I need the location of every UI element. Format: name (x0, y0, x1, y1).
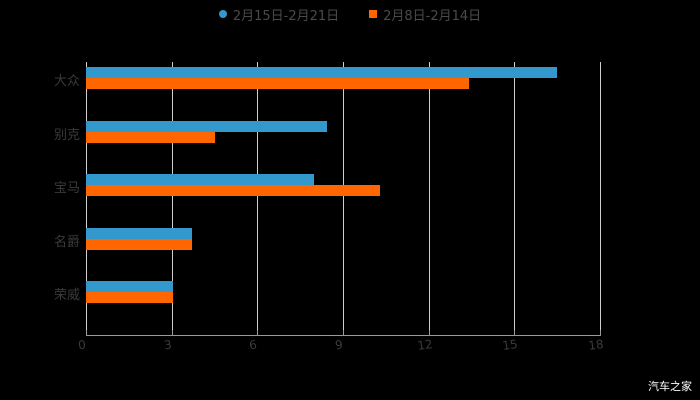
x-tick-label: 15 (501, 337, 519, 353)
x-tick-mark (86, 330, 87, 336)
bar-2[interactable] (86, 292, 174, 304)
x-tick-label: 6 (248, 337, 258, 353)
bar-2[interactable] (86, 185, 381, 197)
category-label: 宝马 (53, 181, 80, 197)
bar-2[interactable] (86, 78, 469, 89)
category-label: 荣威 (53, 288, 80, 304)
plot-area (86, 62, 601, 330)
x-tick-mark (600, 330, 601, 336)
x-tick-mark (172, 330, 173, 336)
category-label: 别克 (53, 127, 80, 143)
bar-1[interactable] (86, 67, 558, 78)
x-tick-label: 9 (334, 337, 344, 353)
chart-legend: 2月15日-2月21日 2月8日-2月14日 (0, 4, 700, 24)
bar-1[interactable] (86, 120, 328, 132)
x-tick-mark (429, 330, 430, 336)
bar-1[interactable] (86, 281, 174, 293)
bar-2[interactable] (86, 238, 192, 250)
x-tick-label: 3 (163, 337, 173, 353)
category-label: 大众 (53, 74, 80, 89)
x-tick-label: 12 (416, 337, 434, 353)
bar-2[interactable] (86, 131, 215, 143)
gridline (600, 62, 601, 330)
x-tick-mark (514, 330, 515, 336)
bar-1[interactable] (86, 174, 315, 186)
watermark: 汽车之家 (648, 380, 692, 393)
legend-label-series2: 2月8日-2月14日 (383, 8, 482, 24)
x-tick-label: 0 (77, 337, 87, 353)
category-label: 名爵 (53, 234, 80, 250)
legend-label-series1: 2月15日-2月21日 (232, 8, 340, 24)
x-tick-label: 18 (587, 337, 605, 353)
series1-marker-icon (218, 10, 227, 18)
x-tick-mark (257, 330, 258, 336)
series2-marker-icon (369, 10, 378, 18)
bar-1[interactable] (86, 227, 192, 239)
gridline (514, 62, 515, 330)
legend-item-series2[interactable]: 2月8日-2月14日 (369, 5, 481, 24)
gridline (429, 62, 430, 330)
x-tick-mark (343, 330, 344, 336)
legend-item-series1[interactable]: 2月15日-2月21日 (218, 5, 340, 24)
